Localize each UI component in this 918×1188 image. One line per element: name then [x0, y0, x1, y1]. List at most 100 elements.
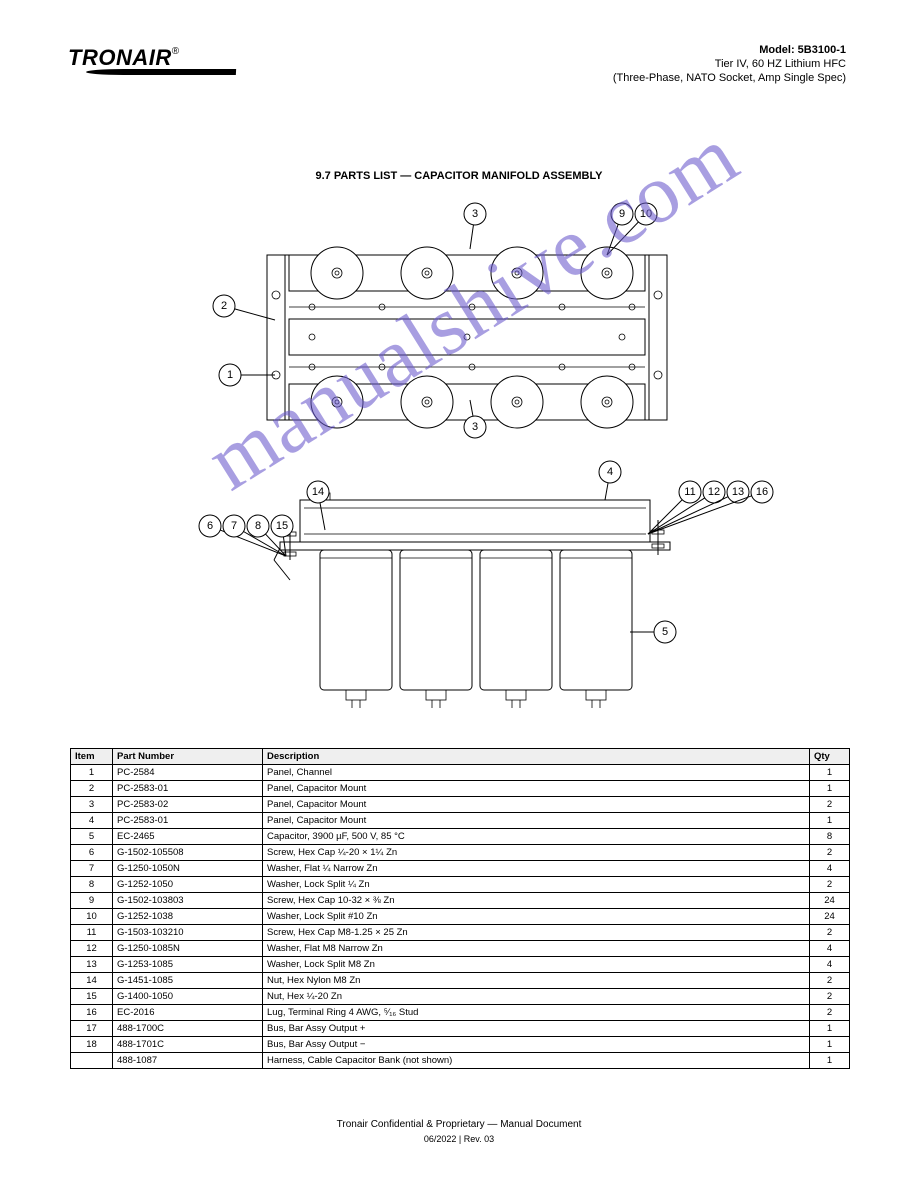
table-cell: 10 — [71, 909, 113, 925]
callout-number: 11 — [684, 486, 695, 498]
table-cell: G-1250-1050N — [113, 861, 263, 877]
table-cell: G-1451-1085 — [113, 973, 263, 989]
table-cell: G-1250-1085N — [113, 941, 263, 957]
callout-number: 6 — [207, 520, 213, 532]
table-cell: Washer, Lock Split #10 Zn — [263, 909, 810, 925]
table-cell: 2 — [810, 797, 850, 813]
footer-doc-line: Tronair Confidential & Proprietary — Man… — [0, 1119, 918, 1130]
table-row: 2PC-2583-01Panel, Capacitor Mount1 — [71, 781, 850, 797]
table-cell: 2 — [810, 845, 850, 861]
table-cell: Panel, Capacitor Mount — [263, 813, 810, 829]
callout-leader — [607, 222, 638, 255]
brand-text: TRONAIR — [68, 45, 172, 71]
table-cell: 1 — [810, 765, 850, 781]
table-cell: 8 — [71, 877, 113, 893]
table-cell: 4 — [71, 813, 113, 829]
product-config: (Three-Phase, NATO Socket, Amp Single Sp… — [613, 72, 846, 86]
callout-number: 16 — [756, 486, 768, 498]
table-cell: 488-1087 — [113, 1053, 263, 1069]
table-row: 11G-1503-103210Screw, Hex Cap M8-1.25 × … — [71, 925, 850, 941]
table-cell: 11 — [71, 925, 113, 941]
table-cell: EC-2016 — [113, 1005, 263, 1021]
table-row: 17488-1700CBus, Bar Assy Output +1 — [71, 1021, 850, 1037]
table-row: 10G-1252-1038Washer, Lock Split #10 Zn24 — [71, 909, 850, 925]
table-cell: 4 — [810, 861, 850, 877]
table-row: 7G-1250-1050NWasher, Flat ¼ Narrow Zn4 — [71, 861, 850, 877]
callout-number: 7 — [231, 520, 237, 532]
table-row: 488-1087Harness, Cable Capacitor Bank (n… — [71, 1053, 850, 1069]
brand-swoosh — [86, 69, 236, 75]
table-cell: 7 — [71, 861, 113, 877]
table-cell: 1 — [810, 781, 850, 797]
table-cell: PC-2584 — [113, 765, 263, 781]
callout-number: 4 — [607, 466, 613, 478]
callout-number: 13 — [732, 486, 744, 498]
table-row: 16EC-2016Lug, Terminal Ring 4 AWG, ⁵⁄₁₆ … — [71, 1005, 850, 1021]
callout-number: 2 — [221, 300, 227, 312]
table-cell: Capacitor, 3900 µF, 500 V, 85 °C — [263, 829, 810, 845]
table-cell: 2 — [810, 973, 850, 989]
table-cell: 5 — [71, 829, 113, 845]
table-row: 13G-1253-1085Washer, Lock Split M8 Zn4 — [71, 957, 850, 973]
callout-number: 12 — [708, 486, 720, 498]
table-cell: 14 — [71, 973, 113, 989]
table-cell: 18 — [71, 1037, 113, 1053]
table-cell: Screw, Hex Cap 10-32 × ⅜ Zn — [263, 893, 810, 909]
table-row: 15G-1400-1050Nut, Hex ¼-20 Zn2 — [71, 989, 850, 1005]
table-cell: 8 — [810, 829, 850, 845]
table-cell: 4 — [810, 957, 850, 973]
table-cell: 2 — [71, 781, 113, 797]
parts-table-header-row: Item Part Number Description Qty — [71, 749, 850, 765]
table-cell: 1 — [810, 1037, 850, 1053]
table-cell: 2 — [810, 1005, 850, 1021]
table-cell: 2 — [810, 877, 850, 893]
callout-number: 10 — [640, 208, 652, 220]
table-cell: 13 — [71, 957, 113, 973]
table-cell: Lug, Terminal Ring 4 AWG, ⁵⁄₁₆ Stud — [263, 1005, 810, 1021]
registered-mark: ® — [172, 46, 179, 57]
table-row: 6G-1502-105508Screw, Hex Cap ¼-20 × 1¼ Z… — [71, 845, 850, 861]
table-cell: Washer, Lock Split ¼ Zn — [263, 877, 810, 893]
table-row: 14G-1451-1085Nut, Hex Nylon M8 Zn2 — [71, 973, 850, 989]
product-name: Tier IV, 60 HZ Lithium HFC — [613, 58, 846, 72]
table-cell: 24 — [810, 893, 850, 909]
header-meta: Model: 5B3100-1 Tier IV, 60 HZ Lithium H… — [613, 44, 846, 85]
table-cell: G-1503-103210 — [113, 925, 263, 941]
table-cell: Panel, Capacitor Mount — [263, 781, 810, 797]
table-cell: Washer, Lock Split M8 Zn — [263, 957, 810, 973]
table-cell: Bus, Bar Assy Output + — [263, 1021, 810, 1037]
table-cell: G-1252-1038 — [113, 909, 263, 925]
callout-number: 14 — [312, 486, 324, 498]
col-part: Part Number — [113, 749, 263, 765]
table-cell: 12 — [71, 941, 113, 957]
footer-rev-date: 06/2022 | Rev. 03 — [0, 1134, 918, 1144]
table-cell: 15 — [71, 989, 113, 1005]
table-cell: Harness, Cable Capacitor Bank (not shown… — [263, 1053, 810, 1069]
table-cell: G-1502-103803 — [113, 893, 263, 909]
callout-number: 15 — [276, 520, 288, 532]
table-row: 8G-1252-1050Washer, Lock Split ¼ Zn2 — [71, 877, 850, 893]
table-row: 1PC-2584Panel, Channel1 — [71, 765, 850, 781]
table-cell: 1 — [71, 765, 113, 781]
callout-number: 9 — [619, 208, 625, 220]
table-cell: G-1502-105508 — [113, 845, 263, 861]
table-cell: PC-2583-02 — [113, 797, 263, 813]
table-cell: Bus, Bar Assy Output − — [263, 1037, 810, 1053]
table-row: 3PC-2583-02Panel, Capacitor Mount2 — [71, 797, 850, 813]
col-qty: Qty — [810, 749, 850, 765]
exploded-diagram: 123345910141112131667815 — [0, 200, 918, 745]
table-cell: EC-2465 — [113, 829, 263, 845]
table-cell — [71, 1053, 113, 1069]
table-cell: G-1253-1085 — [113, 957, 263, 973]
table-cell: Screw, Hex Cap ¼-20 × 1¼ Zn — [263, 845, 810, 861]
model-code: Model: 5B3100-1 — [613, 44, 846, 58]
table-cell: 488-1700C — [113, 1021, 263, 1037]
table-cell: 1 — [810, 1053, 850, 1069]
table-cell: PC-2583-01 — [113, 781, 263, 797]
callout-leader — [605, 483, 608, 500]
table-cell: Nut, Hex Nylon M8 Zn — [263, 973, 810, 989]
table-cell: 17 — [71, 1021, 113, 1037]
table-row: 18488-1701CBus, Bar Assy Output −1 — [71, 1037, 850, 1053]
table-cell: Nut, Hex ¼-20 Zn — [263, 989, 810, 1005]
callout-leader — [648, 500, 682, 534]
